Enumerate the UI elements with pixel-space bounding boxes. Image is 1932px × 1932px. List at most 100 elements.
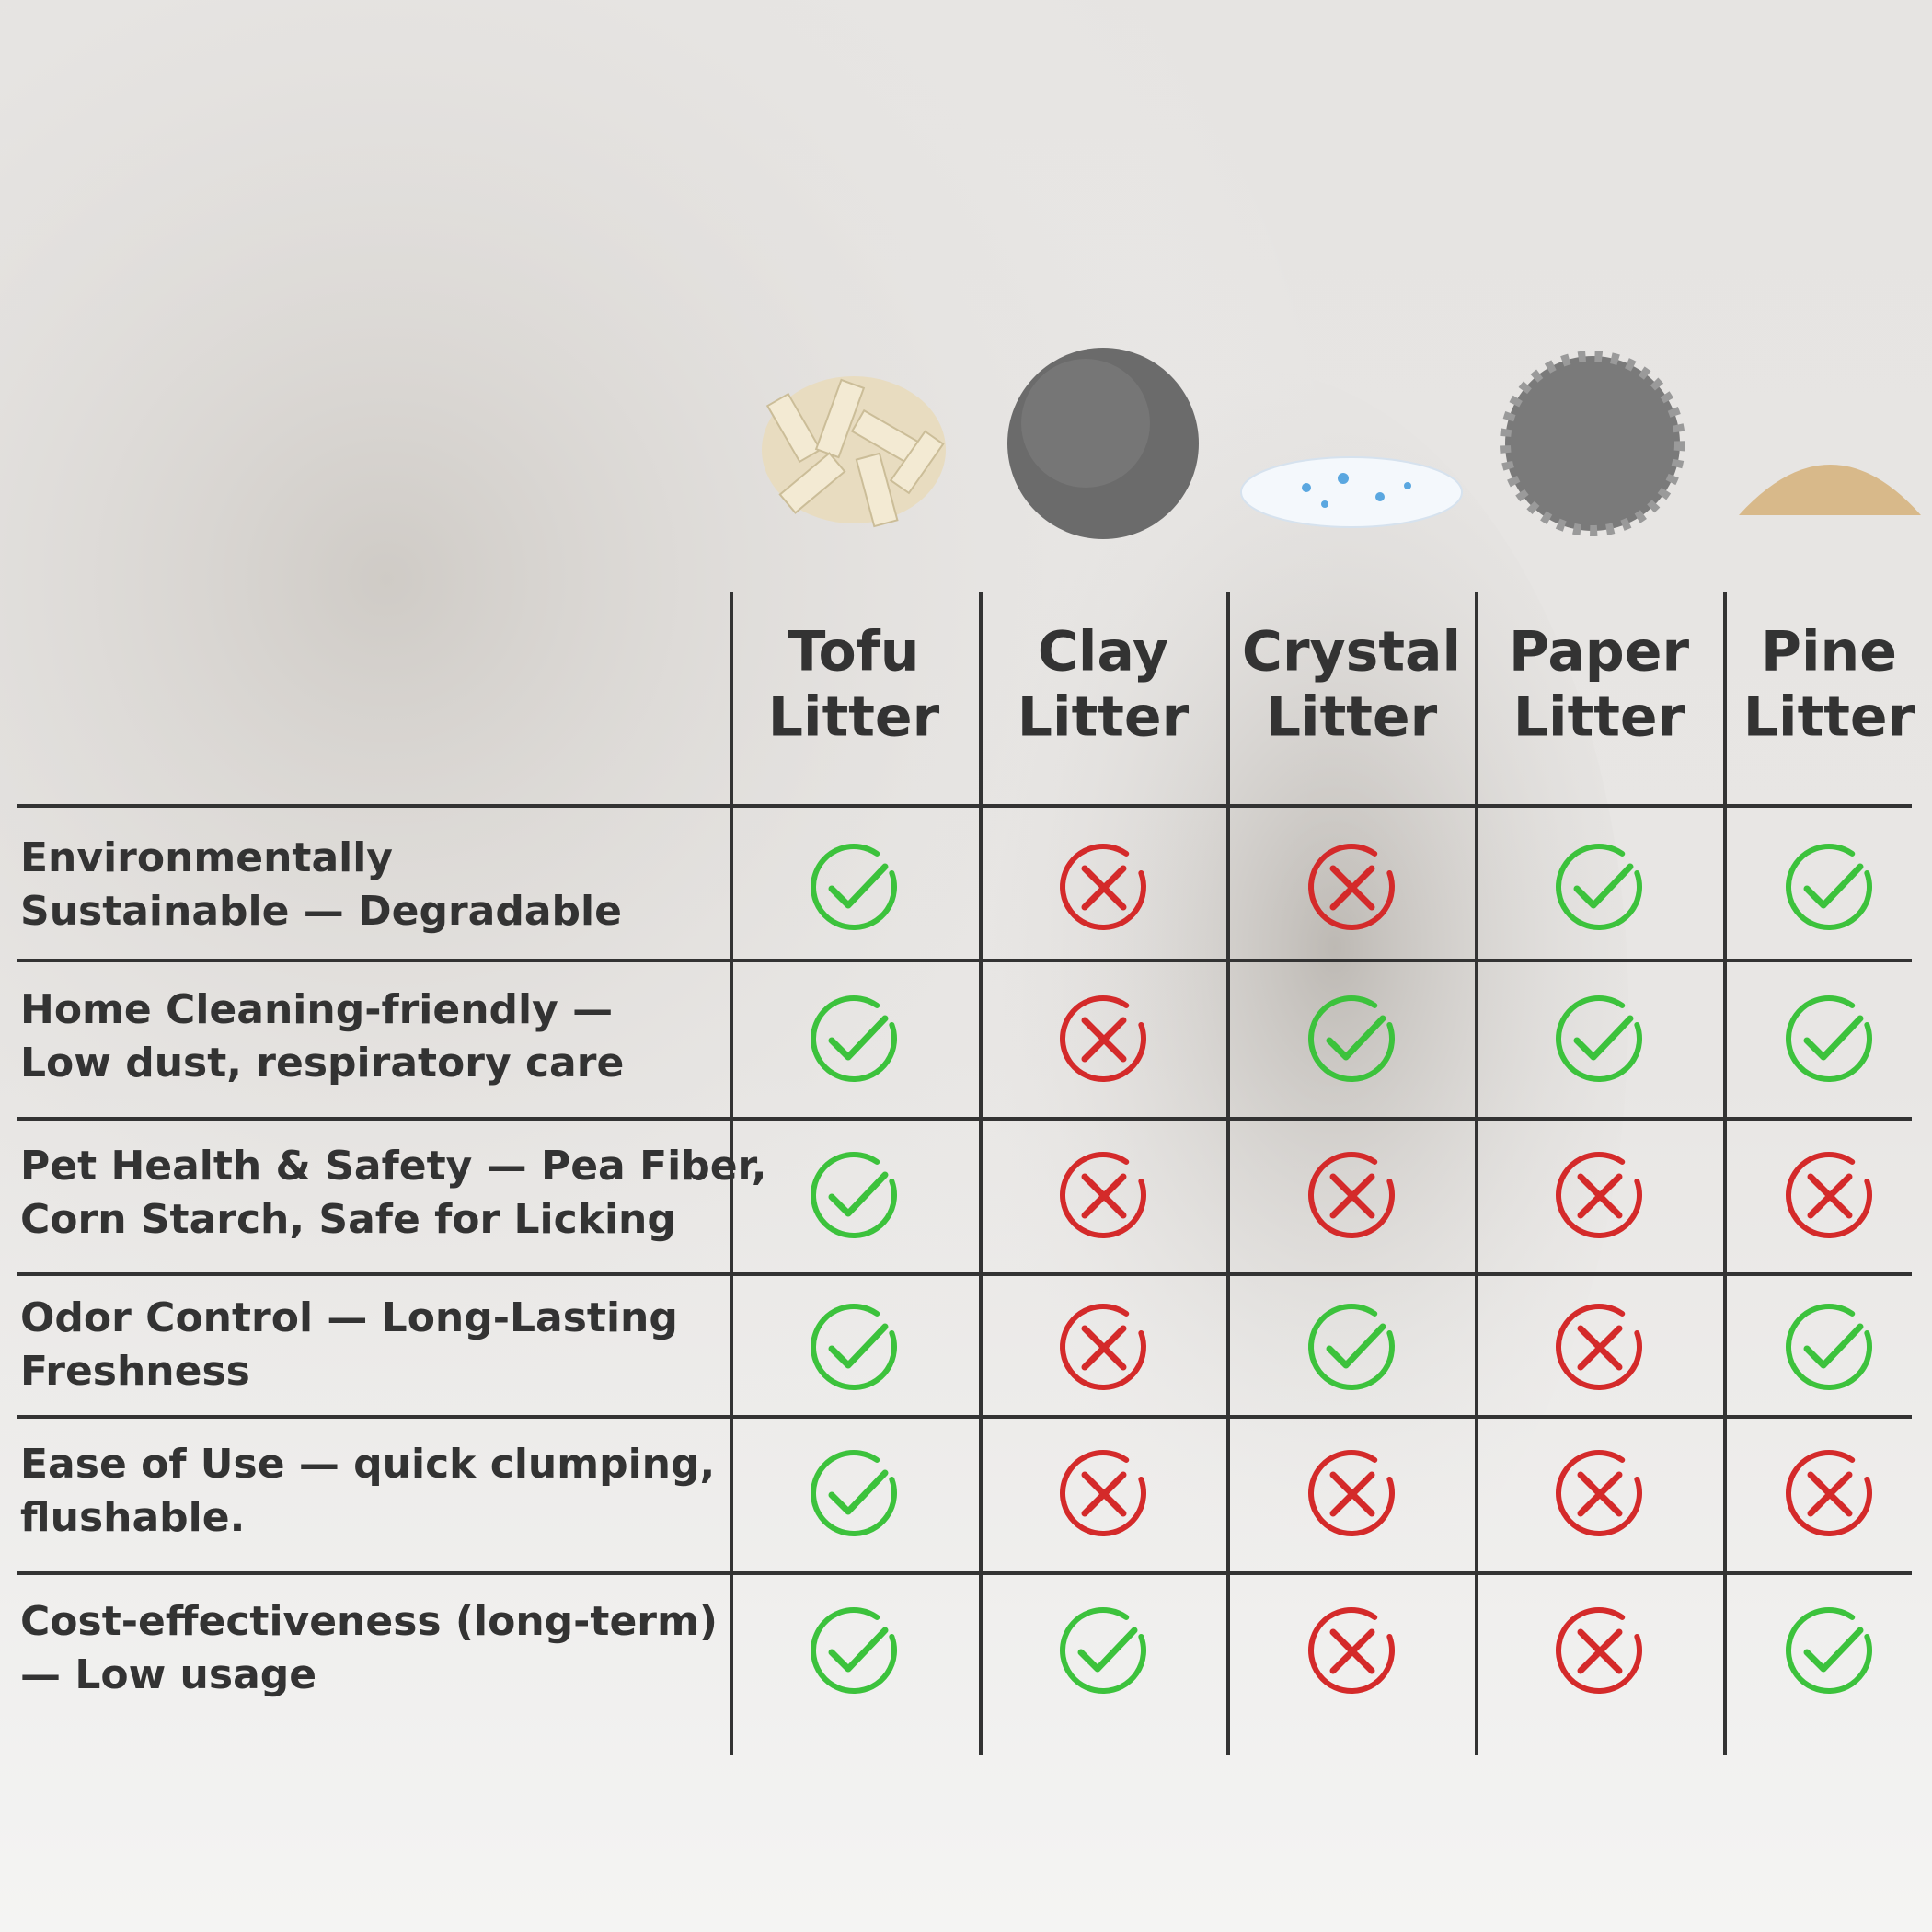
icon-ring <box>1060 995 1146 1082</box>
icon-check <box>1326 1323 1386 1369</box>
icon-ring <box>811 1152 897 1238</box>
icon-cross <box>1329 1173 1375 1219</box>
check-icon <box>1308 1304 1395 1390</box>
check-icon <box>811 995 897 1082</box>
check-icon <box>1060 1607 1146 1694</box>
icon-check <box>828 1323 889 1369</box>
column-header: Crystal <box>1242 620 1461 684</box>
icon-ring <box>1786 1450 1872 1536</box>
icon-ring <box>1308 1304 1395 1390</box>
icon-cross <box>1577 1173 1623 1219</box>
check-icon <box>1786 844 1872 930</box>
icon-ring <box>1556 844 1642 930</box>
icon-cross <box>1081 1471 1127 1517</box>
table-grid <box>17 592 1912 1755</box>
column-header: Litter <box>1513 685 1685 750</box>
icon-check <box>1803 1323 1864 1369</box>
icon-cross <box>1329 1628 1375 1674</box>
icon-ring <box>811 1607 897 1694</box>
cross-icon <box>1060 995 1146 1082</box>
cross-icon <box>1556 1607 1642 1694</box>
check-icon <box>1786 1304 1872 1390</box>
row-label: Home Cleaning-friendly — <box>20 986 613 1033</box>
icon-ring <box>1060 844 1146 930</box>
column-header: Pine <box>1761 620 1897 684</box>
column-header: Paper <box>1509 620 1689 684</box>
icon-cross <box>1081 865 1127 911</box>
icon-check <box>828 863 889 909</box>
icon-check <box>1326 1015 1386 1061</box>
row-label: Corn Starch, Safe for Licking <box>20 1196 676 1243</box>
icon-ring <box>1786 995 1872 1082</box>
icon-ring <box>811 995 897 1082</box>
cross-icon <box>1060 1304 1146 1390</box>
icon-ring <box>1308 995 1395 1082</box>
icon-cross <box>1807 1173 1853 1219</box>
icon-ring <box>1308 844 1395 930</box>
check-icon <box>811 1450 897 1536</box>
icon-ring <box>1556 1607 1642 1694</box>
icon-cross <box>1577 1471 1623 1517</box>
icon-cross <box>1577 1628 1623 1674</box>
column-header: Litter <box>1743 685 1915 750</box>
column-header: Litter <box>1018 685 1190 750</box>
row-label: Pet Health & Safety — Pea Fiber, <box>20 1143 767 1190</box>
cross-icon <box>1556 1450 1642 1536</box>
column-header: Litter <box>1266 685 1438 750</box>
row-label: Ease of Use — quick clumping, <box>20 1441 715 1488</box>
icon-ring <box>1786 844 1872 930</box>
check-icon <box>811 1607 897 1694</box>
cross-icon <box>1786 1450 1872 1536</box>
icon-ring <box>1556 1152 1642 1238</box>
crystal-litter-image <box>1240 456 1463 528</box>
icon-cross <box>1807 1471 1853 1517</box>
icon-check <box>828 1015 889 1061</box>
check-icon <box>1556 995 1642 1082</box>
icon-cross <box>1329 865 1375 911</box>
check-icon <box>811 844 897 930</box>
icon-ring <box>1556 995 1642 1082</box>
row-label: — Low usage <box>20 1651 316 1698</box>
cross-icon <box>1060 1450 1146 1536</box>
cross-icon <box>1308 844 1395 930</box>
litter-images <box>762 348 1921 539</box>
clay-litter-image <box>1007 348 1199 539</box>
row-label: Environmentally <box>20 834 393 881</box>
icon-ring <box>811 1304 897 1390</box>
pine-litter-image <box>1739 465 1921 515</box>
icon-cross <box>1081 1173 1127 1219</box>
cross-icon <box>1308 1450 1395 1536</box>
row-label: Odor Control — Long-Lasting <box>20 1294 678 1341</box>
cross-icon <box>1060 844 1146 930</box>
icon-ring <box>1556 1450 1642 1536</box>
column-header: Clay <box>1038 620 1168 684</box>
cross-icon <box>1556 1304 1642 1390</box>
icon-check <box>1573 863 1634 909</box>
icon-cross <box>1577 1325 1623 1371</box>
icon-check <box>1573 1015 1634 1061</box>
icon-cross <box>1329 1471 1375 1517</box>
cross-icon <box>1786 1152 1872 1238</box>
icon-check <box>828 1627 889 1673</box>
cross-icon <box>1308 1152 1395 1238</box>
cross-icon <box>1060 1152 1146 1238</box>
icon-check <box>1077 1627 1138 1673</box>
icon-check <box>828 1171 889 1217</box>
icon-ring <box>1060 1152 1146 1238</box>
icon-ring <box>1786 1607 1872 1694</box>
paper-litter-image <box>1500 351 1685 536</box>
icon-ring <box>1060 1607 1146 1694</box>
row-label: Low dust, respiratory care <box>20 1040 624 1087</box>
icon-ring <box>1556 1304 1642 1390</box>
icon-ring <box>1786 1304 1872 1390</box>
tofu-litter-image <box>762 376 946 528</box>
icon-check <box>1803 1015 1864 1061</box>
check-icon <box>1556 844 1642 930</box>
icon-cross <box>1081 1325 1127 1371</box>
check-icon <box>1786 995 1872 1082</box>
icon-ring <box>1786 1152 1872 1238</box>
icon-ring <box>1308 1152 1395 1238</box>
row-label: Sustainable — Degradable <box>20 888 622 935</box>
check-icon <box>1308 995 1395 1082</box>
